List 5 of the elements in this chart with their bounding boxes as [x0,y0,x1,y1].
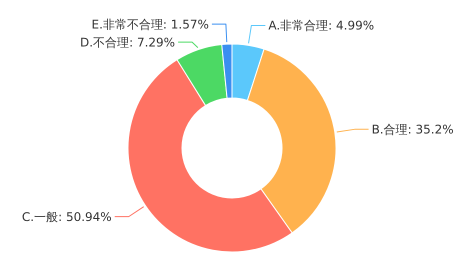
slice-label: D.不合理: 7.29% [80,35,176,50]
slice-label: A.非常合理: 4.99% [268,18,374,33]
slice-label: E.非常不合理: 1.57% [92,17,209,32]
slice-label: C.一般: 50.94% [22,210,112,224]
slice-label: B.合理: 35.2% [372,122,454,137]
